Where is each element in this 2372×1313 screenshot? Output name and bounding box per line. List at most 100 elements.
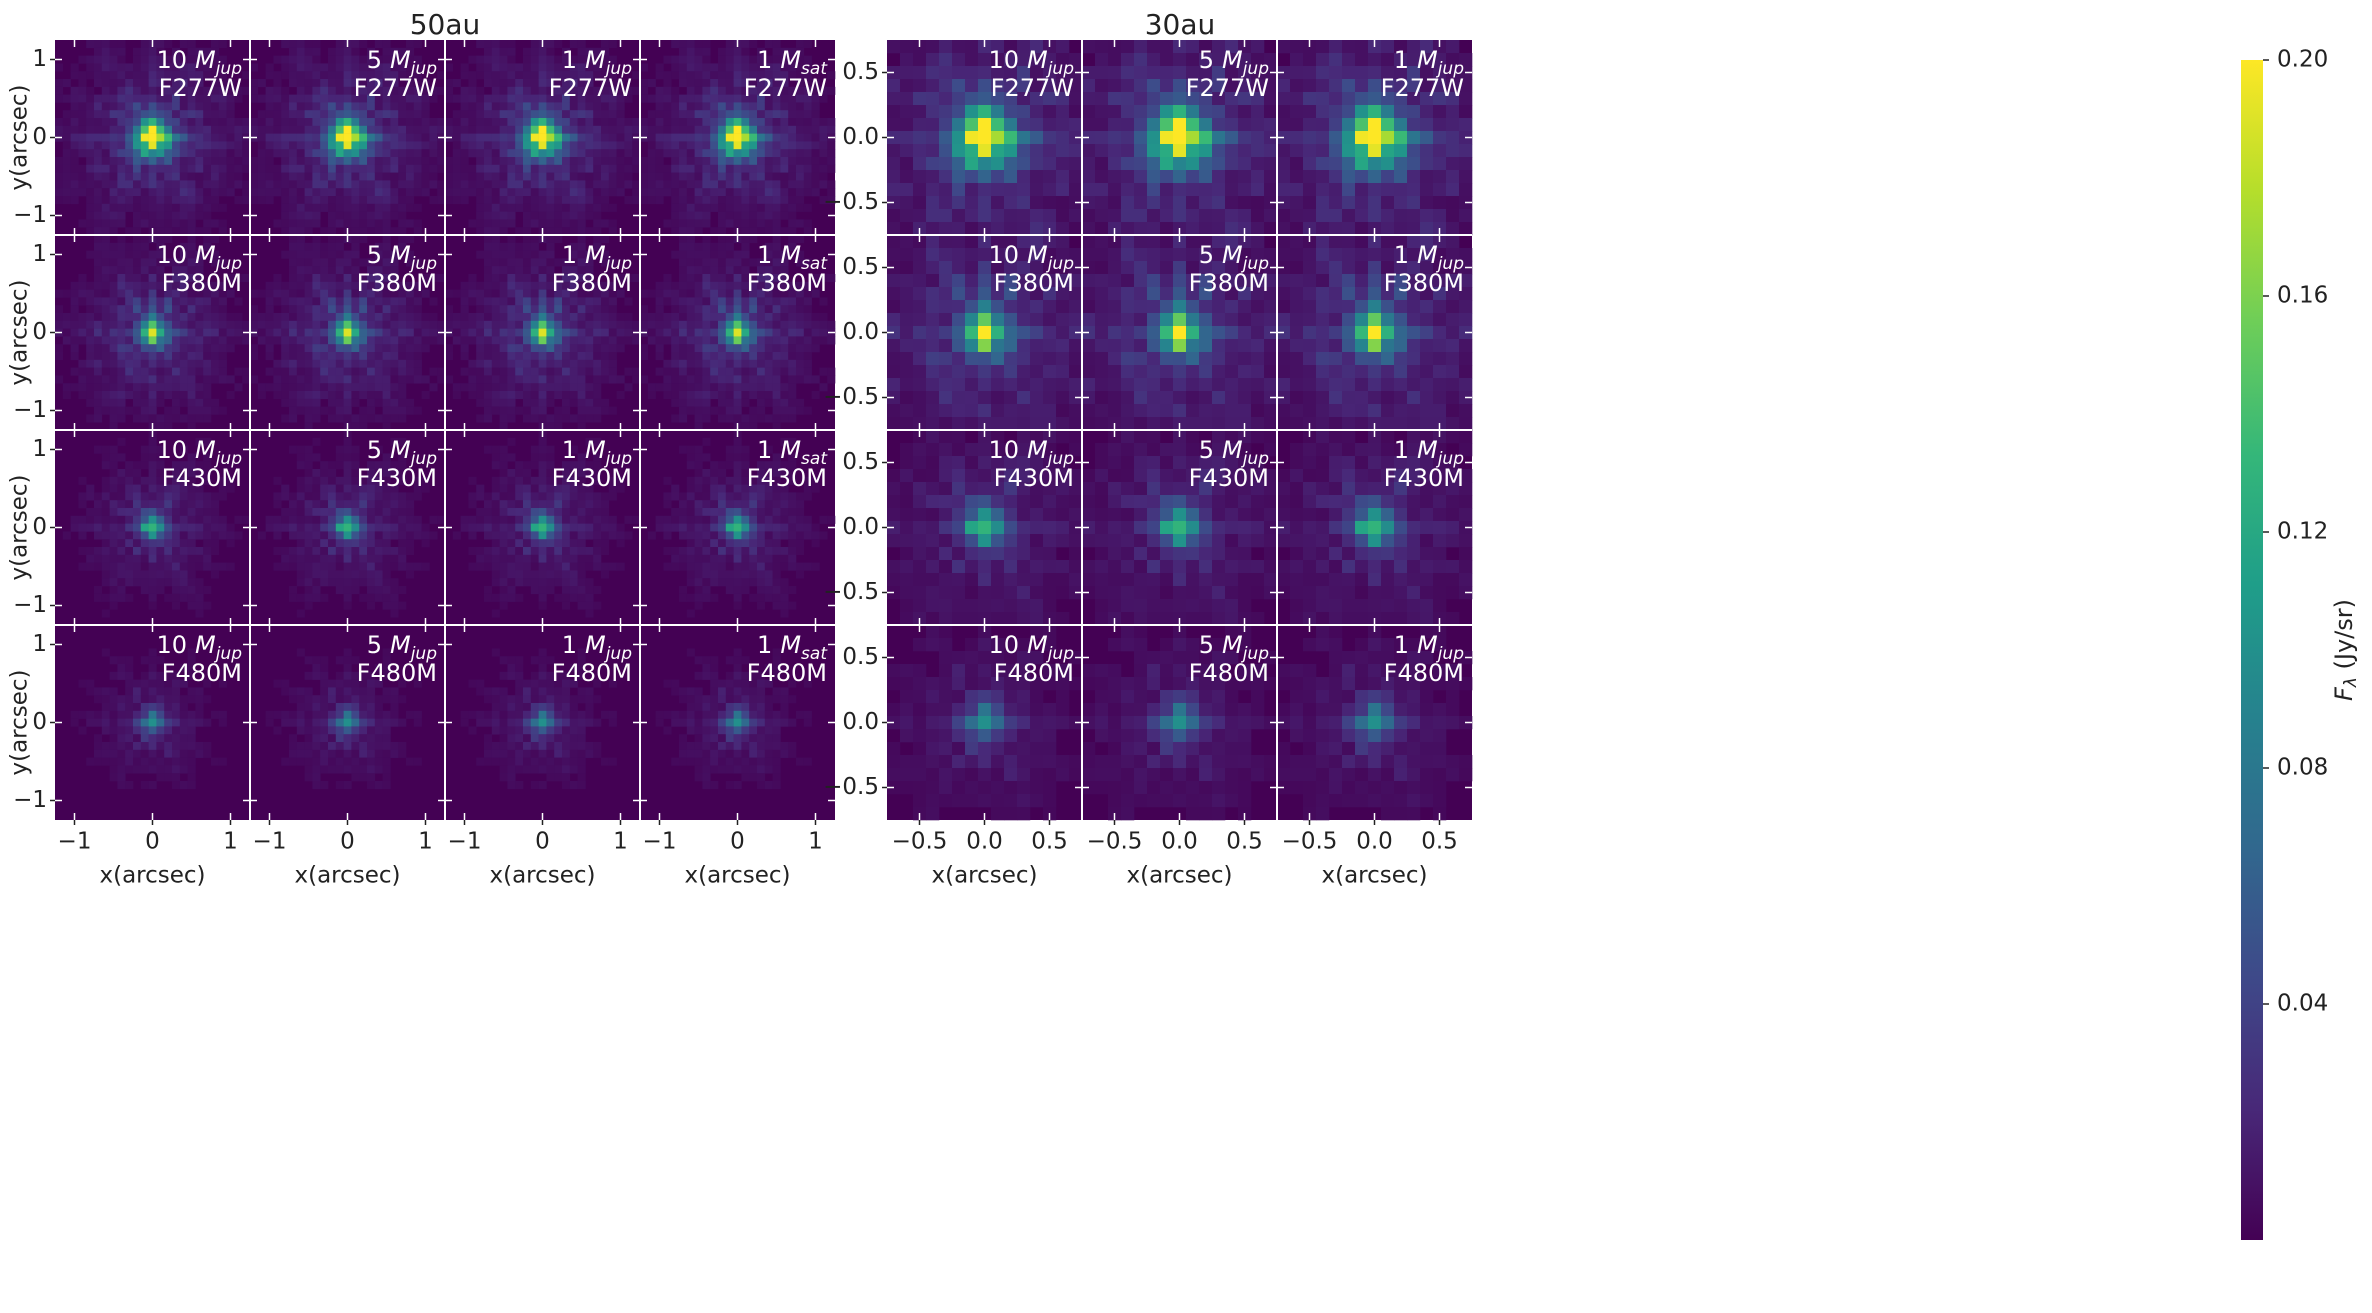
heatmap-cell bbox=[133, 336, 142, 345]
heatmap-cell bbox=[725, 336, 734, 345]
heatmap-cell bbox=[593, 86, 602, 95]
heatmap-cell bbox=[125, 281, 134, 290]
heatmap-cell bbox=[78, 289, 87, 298]
heatmap-cell bbox=[679, 141, 688, 150]
heatmap-cell bbox=[117, 320, 126, 329]
heatmap-cell bbox=[413, 164, 422, 173]
heatmap-cell bbox=[398, 125, 407, 134]
heatmap-cell bbox=[569, 63, 578, 72]
heatmap-cell bbox=[476, 141, 485, 150]
heatmap-cell bbox=[94, 586, 103, 595]
heatmap-cell bbox=[796, 305, 805, 314]
heatmap-cell bbox=[569, 149, 578, 158]
heatmap-cell bbox=[289, 149, 298, 158]
heatmap-cell bbox=[796, 47, 805, 56]
heatmap-cell bbox=[515, 367, 524, 376]
heatmap-cell bbox=[359, 508, 368, 517]
heatmap-cell bbox=[94, 164, 103, 173]
heatmap-cell bbox=[593, 289, 602, 298]
heatmap-cell bbox=[538, 94, 547, 103]
heatmap-cell bbox=[601, 367, 610, 376]
heatmap-cell bbox=[328, 305, 337, 314]
heatmap-cell bbox=[94, 63, 103, 72]
heatmap-cell bbox=[445, 352, 454, 361]
heatmap-cell bbox=[164, 281, 173, 290]
heatmap-cell bbox=[601, 63, 610, 72]
heatmap-cell bbox=[367, 266, 376, 275]
heatmap-cell bbox=[359, 180, 368, 189]
heatmap-cell bbox=[757, 336, 766, 345]
heatmap-cell bbox=[390, 203, 399, 212]
heatmap-cell bbox=[94, 219, 103, 228]
heatmap-cell bbox=[335, 180, 344, 189]
heatmap-cell bbox=[484, 289, 493, 298]
heatmap-cell bbox=[725, 359, 734, 368]
heatmap-cell bbox=[749, 79, 758, 88]
heatmap-cell bbox=[718, 110, 727, 119]
heatmap-cell bbox=[398, 47, 407, 56]
heatmap-cell bbox=[803, 336, 812, 345]
heatmap-cell bbox=[117, 593, 126, 602]
heatmap-cell bbox=[390, 86, 399, 95]
heatmap-cell bbox=[796, 375, 805, 384]
heatmap-cell bbox=[133, 79, 142, 88]
heatmap-cell bbox=[257, 164, 266, 173]
heatmap-cell bbox=[788, 55, 797, 64]
heatmap-cell bbox=[694, 281, 703, 290]
heatmap-cell bbox=[296, 180, 305, 189]
heatmap-cell bbox=[164, 110, 173, 119]
heatmap-cell bbox=[780, 344, 789, 353]
heatmap-cell bbox=[101, 133, 110, 142]
heatmap-cell bbox=[530, 86, 539, 95]
heatmap-cell bbox=[710, 297, 719, 306]
heatmap-cell bbox=[593, 320, 602, 329]
heatmap-cell bbox=[749, 86, 758, 95]
heatmap-cell bbox=[523, 367, 532, 376]
heatmap-cell bbox=[187, 570, 196, 579]
heatmap-cell bbox=[390, 469, 399, 478]
heatmap-cell bbox=[640, 289, 649, 298]
heatmap-cell bbox=[250, 196, 259, 205]
heatmap-cell bbox=[671, 344, 680, 353]
heatmap-cell bbox=[413, 55, 422, 64]
heatmap-cell bbox=[234, 164, 243, 173]
heatmap-cell bbox=[491, 118, 500, 127]
heatmap-cell bbox=[772, 305, 781, 314]
heatmap-cell bbox=[109, 242, 118, 251]
heatmap-cell bbox=[523, 297, 532, 306]
heatmap-cell bbox=[109, 554, 118, 563]
heatmap-cell bbox=[577, 352, 586, 361]
heatmap-cell bbox=[569, 102, 578, 111]
heatmap-cell bbox=[640, 344, 649, 353]
heatmap-cell bbox=[593, 297, 602, 306]
heatmap-cell bbox=[803, 375, 812, 384]
heatmap-cell bbox=[343, 367, 352, 376]
heatmap-cell bbox=[156, 94, 165, 103]
heatmap-cell bbox=[203, 305, 212, 314]
heatmap-cell bbox=[335, 188, 344, 197]
heatmap-cell bbox=[140, 297, 149, 306]
heatmap-cell bbox=[320, 203, 329, 212]
heatmap-cell bbox=[562, 414, 571, 423]
heatmap-cell bbox=[164, 367, 173, 376]
heatmap-cell bbox=[140, 274, 149, 283]
heatmap-cell bbox=[156, 500, 165, 509]
heatmap-cell bbox=[554, 562, 563, 571]
heatmap-cell bbox=[211, 79, 220, 88]
heatmap-cell bbox=[788, 219, 797, 228]
heatmap-cell bbox=[172, 47, 181, 56]
heatmap-cell bbox=[390, 149, 399, 158]
heatmap-cell bbox=[827, 157, 836, 166]
heatmap-cell bbox=[296, 211, 305, 220]
heatmap-cell bbox=[718, 172, 727, 181]
heatmap-cell bbox=[133, 359, 142, 368]
heatmap-cell bbox=[140, 281, 149, 290]
heatmap-cell bbox=[328, 63, 337, 72]
heatmap-cell bbox=[328, 515, 337, 524]
heatmap-cell bbox=[390, 461, 399, 470]
heatmap-cell bbox=[757, 297, 766, 306]
heatmap-cell bbox=[187, 79, 196, 88]
heatmap-cell bbox=[328, 398, 337, 407]
heatmap-cell bbox=[148, 414, 157, 423]
heatmap-cell bbox=[172, 258, 181, 267]
